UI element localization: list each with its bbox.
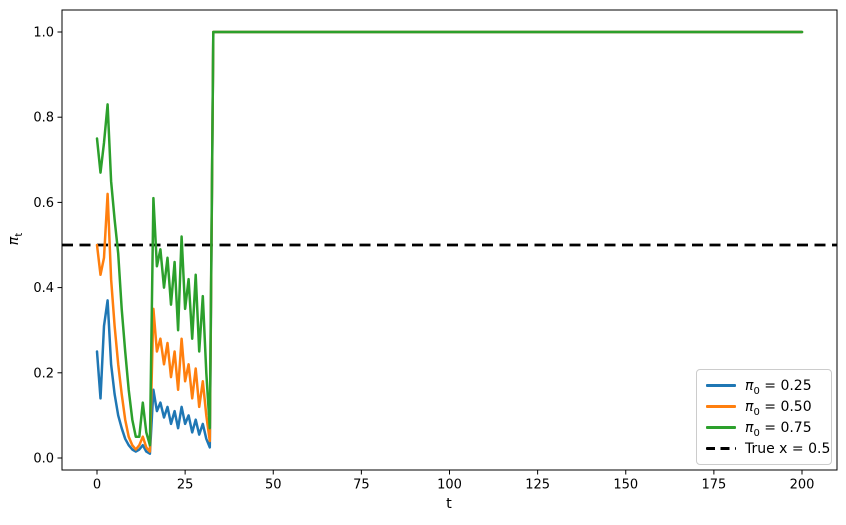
x-tick-label: 175	[701, 478, 726, 493]
x-tick-label: 0	[93, 478, 101, 493]
y-tick-label: 0.8	[33, 111, 54, 126]
series-line-pi0-025	[95, 30, 804, 455]
series-line-pi0-050	[95, 30, 804, 453]
y-axis-label: πt	[6, 209, 28, 269]
legend-swatch-orange-line	[706, 404, 736, 409]
legend-label: π0 = 0.50	[745, 398, 812, 418]
x-tick-label: 75	[353, 478, 370, 493]
legend-item-pi0-025: π0 = 0.25	[706, 377, 822, 397]
legend-swatch-green-line	[706, 425, 736, 430]
x-tick-label: 100	[437, 478, 462, 493]
legend: π0 = 0.25 π0 = 0.50 π0 = 0.75 True x = 0…	[696, 369, 832, 465]
legend-label: π0 = 0.75	[745, 419, 812, 439]
y-tick-label: 1.0	[33, 26, 54, 41]
legend-item-true-x: True x = 0.5	[706, 441, 830, 457]
y-axis-label-symbol: π	[6, 236, 22, 246]
legend-label: π0 = 0.25	[745, 377, 812, 397]
x-tick-label: 150	[613, 478, 638, 493]
y-tick-label: 0.4	[33, 281, 54, 296]
series-line-pi0-075	[95, 30, 804, 447]
legend-item-pi0-050: π0 = 0.50	[706, 398, 822, 418]
legend-item-pi0-075: π0 = 0.75	[706, 419, 822, 439]
x-tick-label: 25	[177, 478, 194, 493]
y-tick-label: 0.2	[33, 366, 54, 381]
legend-swatch-blue-line	[706, 383, 736, 388]
y-axis-label-subscript: t	[13, 232, 25, 237]
x-tick-label: 200	[790, 478, 815, 493]
legend-swatch-dashed-line	[706, 446, 736, 451]
x-tick-label: 125	[525, 478, 550, 493]
x-tick-label: 50	[265, 478, 282, 493]
y-tick-label: 0.0	[33, 452, 54, 467]
legend-label: True x = 0.5	[745, 440, 831, 457]
x-axis-label: t	[446, 496, 452, 512]
y-tick-label: 0.6	[33, 196, 54, 211]
